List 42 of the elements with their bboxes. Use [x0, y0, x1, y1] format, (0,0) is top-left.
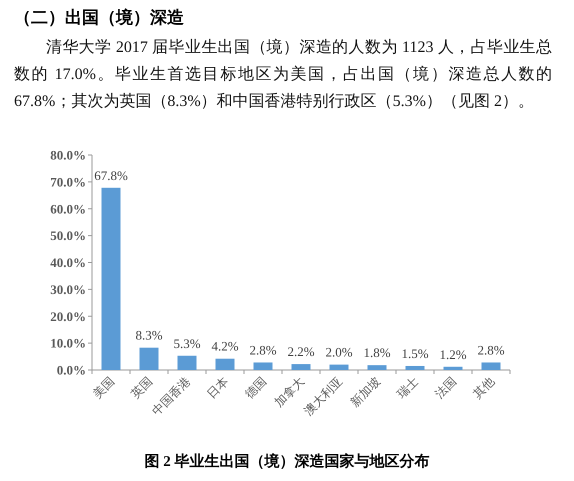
y-tick-label: 20.0%	[50, 308, 86, 324]
bar	[368, 365, 386, 370]
bar	[140, 348, 158, 370]
bar	[102, 188, 120, 370]
x-tick-label: 瑞士	[394, 374, 422, 402]
data-label: 2.8%	[249, 342, 277, 358]
x-tick-label: 德国	[242, 374, 270, 402]
bar	[178, 356, 196, 370]
bar	[482, 362, 500, 370]
y-tick-label: 70.0%	[50, 174, 86, 190]
data-label: 1.2%	[439, 346, 467, 362]
x-tick-label: 日本	[204, 374, 232, 402]
y-tick-label: 50.0%	[50, 228, 86, 244]
y-tick-label: 60.0%	[50, 201, 86, 216]
y-tick-label: 80.0%	[50, 148, 86, 162]
y-tick-label: 10.0%	[50, 336, 86, 351]
x-tick-label: 其他	[470, 374, 498, 402]
bar	[216, 358, 234, 370]
bar	[292, 364, 310, 370]
x-tick-label: 法国	[432, 374, 460, 402]
y-tick-label: 0.0%	[56, 362, 86, 378]
x-tick-label: 英国	[128, 374, 156, 402]
data-label: 2.0%	[325, 344, 353, 360]
y-tick-label: 30.0%	[50, 282, 86, 297]
data-label: 8.3%	[135, 328, 163, 343]
bar	[406, 366, 424, 370]
bar	[444, 366, 462, 370]
x-tick-label: 美国	[90, 374, 118, 402]
chart-subtitle: 清华大学 2017 届毕业生出国（境）深造的人数为 1123 人，占毕业生总数的 17.0%。毕业生首选目标地区为美国，占出国（境）深造总人数的 67.8%；其次为英国（8.3%）和中国香港特别行政区（5.3%）（见图 2）。	[14, 38, 552, 112]
data-label: 1.5%	[401, 346, 429, 361]
data-label: 67.8%	[94, 168, 128, 183]
chart-title: （二）出国（境）深造	[14, 7, 184, 29]
bar	[330, 364, 348, 370]
y-tick-label: 40.0%	[50, 255, 86, 270]
data-label: 2.8%	[477, 342, 505, 358]
data-label: 2.2%	[287, 344, 315, 360]
data-label: 4.2%	[211, 338, 239, 354]
data-label: 5.3%	[173, 336, 201, 351]
bar	[254, 362, 272, 370]
data-label: 1.8%	[363, 345, 391, 360]
x-tick-label: 新加坡	[348, 374, 384, 410]
caption: 图 2 毕业生出国（境）深造国家与地区分布	[144, 452, 430, 470]
